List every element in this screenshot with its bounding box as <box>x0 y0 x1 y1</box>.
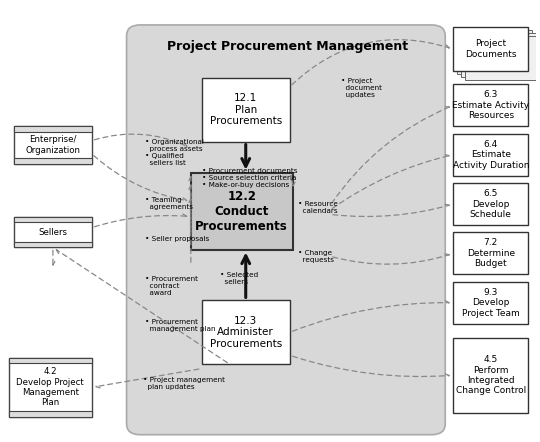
Bar <box>453 134 528 175</box>
Bar <box>457 30 532 74</box>
Bar <box>191 172 293 250</box>
Text: 4.5
Perform
Integrated
Change Control: 4.5 Perform Integrated Change Control <box>456 355 526 395</box>
Text: • Procurement
  management plan: • Procurement management plan <box>145 319 216 332</box>
Text: • Procurement documents
• Source selection criteria
• Make-or-buy decisions: • Procurement documents • Source selecti… <box>201 168 297 188</box>
Bar <box>14 158 92 164</box>
Bar <box>453 27 528 71</box>
Text: 6.3
Estimate Activity
Resources: 6.3 Estimate Activity Resources <box>452 91 529 120</box>
Bar <box>9 358 92 417</box>
Bar <box>453 84 528 126</box>
Bar <box>9 412 92 417</box>
Bar <box>453 338 528 413</box>
Text: Sellers: Sellers <box>38 228 68 236</box>
Text: • Project
  document
  updates: • Project document updates <box>341 78 382 98</box>
FancyBboxPatch shape <box>126 25 446 434</box>
Bar <box>453 183 528 225</box>
Text: • Change
  requests: • Change requests <box>298 250 334 263</box>
Text: • Procurement
  contract
  award: • Procurement contract award <box>145 276 198 296</box>
Bar <box>14 242 92 248</box>
Text: 12.3
Administer
Procurements: 12.3 Administer Procurements <box>210 316 282 349</box>
Bar <box>453 282 528 324</box>
Text: • Resource
  calendars: • Resource calendars <box>298 201 338 214</box>
Bar <box>201 300 290 364</box>
Text: • Organizational
  process assets
• Qualified
  sellers list: • Organizational process assets • Qualif… <box>145 140 204 167</box>
Text: 12.2
Conduct
Procurements: 12.2 Conduct Procurements <box>195 190 288 232</box>
Bar <box>14 217 92 248</box>
Text: 9.3
Develop
Project Team: 9.3 Develop Project Team <box>462 288 519 318</box>
Text: • Project management
  plan updates: • Project management plan updates <box>143 377 225 390</box>
Text: • Selected
  sellers: • Selected sellers <box>220 272 259 285</box>
Text: 7.2
Determine
Budget: 7.2 Determine Budget <box>467 239 515 268</box>
Bar <box>14 217 92 222</box>
Text: Enterprise/
Organization: Enterprise/ Organization <box>25 135 80 155</box>
Text: Project
Documents: Project Documents <box>465 39 517 59</box>
Text: Project Procurement Management: Project Procurement Management <box>167 41 408 53</box>
Bar <box>464 36 539 80</box>
Text: 6.5
Develop
Schedule: 6.5 Develop Schedule <box>470 189 512 219</box>
Text: 6.4
Estimate
Activity Duration: 6.4 Estimate Activity Duration <box>453 140 529 170</box>
Bar <box>14 126 92 132</box>
Text: • Seller proposals: • Seller proposals <box>145 236 210 242</box>
Bar <box>461 33 536 77</box>
Bar <box>201 78 290 142</box>
Bar <box>453 232 528 274</box>
Text: 4.2
Develop Project
Management
Plan: 4.2 Develop Project Management Plan <box>16 367 84 408</box>
Bar <box>14 126 92 164</box>
Bar <box>9 358 92 363</box>
Text: 12.1
Plan
Procurements: 12.1 Plan Procurements <box>210 93 282 126</box>
Text: • Teaming
  agreements: • Teaming agreements <box>145 197 193 210</box>
